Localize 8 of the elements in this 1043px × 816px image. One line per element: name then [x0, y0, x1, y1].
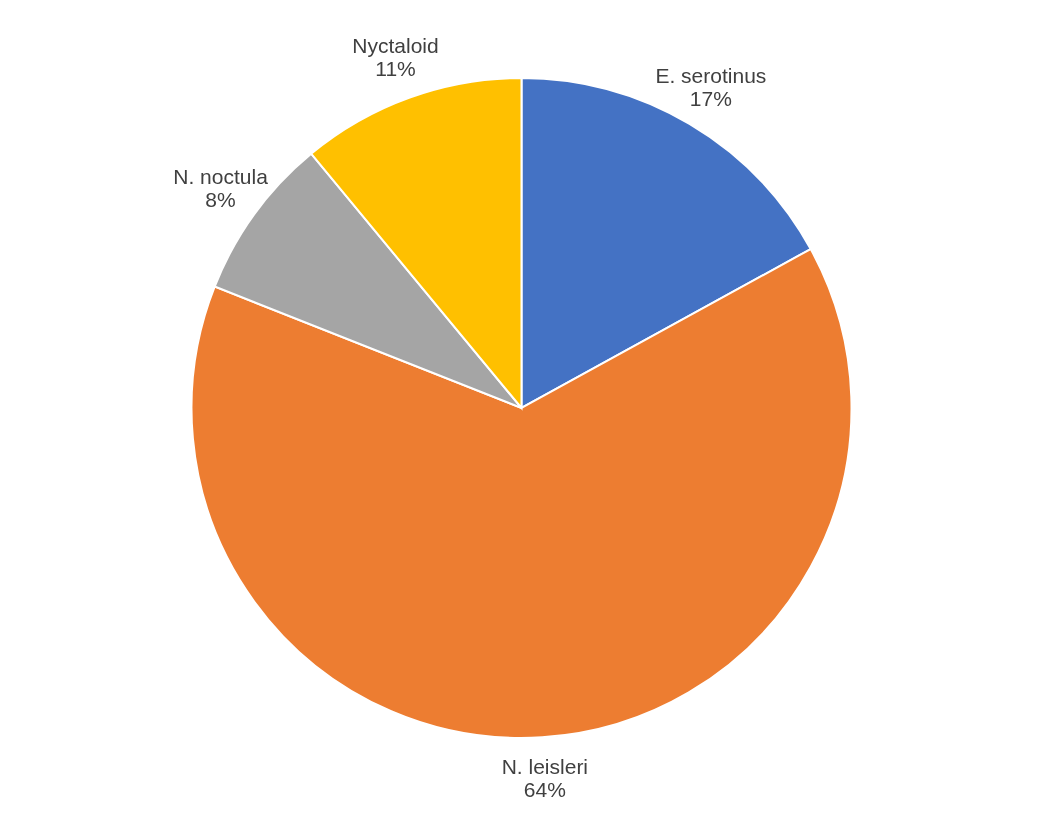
data-label: 64% [523, 778, 566, 802]
data-label: 8% [205, 188, 236, 212]
data-label: 17% [689, 86, 732, 110]
slice-label: Nyctaloid [352, 33, 439, 57]
slice-label: E. serotinus [655, 63, 767, 87]
slice-label: N. leisleri [501, 755, 589, 779]
slice-label: N. noctula [173, 165, 269, 189]
data-label: 11% [375, 56, 416, 80]
